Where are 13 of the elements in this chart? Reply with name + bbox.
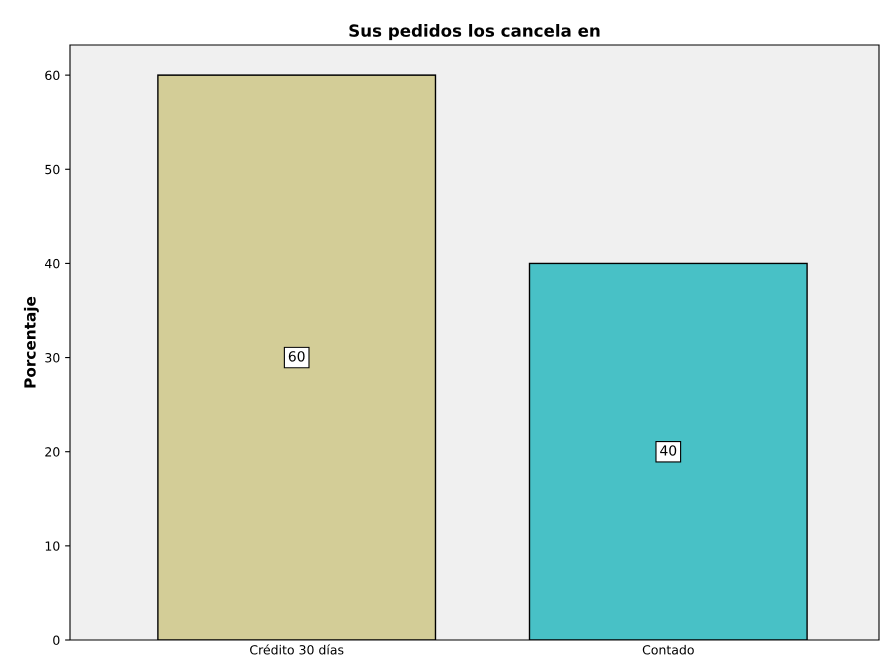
x-tick-label: Contado: [642, 644, 694, 655]
x-tick-label: Crédito 30 días: [250, 644, 344, 655]
y-tick-label: 0: [53, 635, 60, 645]
data-label: 40: [660, 445, 676, 456]
y-axis-title: Porcentaje: [24, 296, 39, 388]
chart-title: Sus pedidos los cancela en: [349, 24, 600, 40]
data-label: 60: [288, 351, 305, 362]
y-tick-label: 40: [44, 258, 60, 268]
y-tick-label: 50: [45, 164, 60, 174]
y-tick-label: 10: [46, 541, 60, 551]
y-tick-label: 30: [45, 353, 60, 362]
y-tick-label: 20: [45, 447, 60, 457]
y-tick-label: 60: [45, 70, 60, 80]
